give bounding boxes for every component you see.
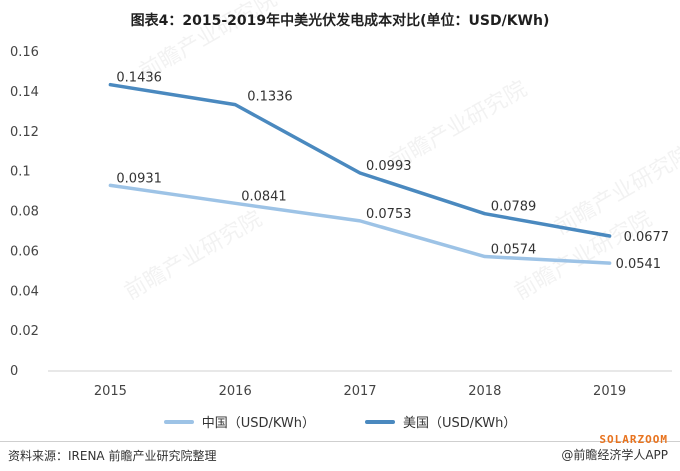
y-axis: 0 0.02 0.04 0.06 0.08 0.1 0.12 0.14 0.16 xyxy=(10,45,39,379)
source-note: 资料来源：IRENA 前瞻产业研究院整理 xyxy=(8,449,217,463)
x-axis: 2015 2016 2017 2018 2019 xyxy=(94,384,626,399)
y-tick-label: 0.06 xyxy=(10,244,39,259)
legend: 中国（USD/KWh） 美国（USD/KWh） xyxy=(0,412,680,431)
data-label-china: 0.0931 xyxy=(116,171,161,186)
y-tick-label: 0.1 xyxy=(10,165,31,180)
y-tick-label: 0.12 xyxy=(10,125,39,140)
data-label-china: 0.0841 xyxy=(241,189,287,204)
y-tick-label: 0.04 xyxy=(10,284,39,299)
x-tick-label: 2016 xyxy=(219,384,252,399)
legend-label-china: 中国（USD/KWh） xyxy=(201,416,315,431)
data-labels: 0.0931 0.0841 0.0753 0.0574 0.0541 0.1436 0.13… xyxy=(116,71,669,272)
footer-divider xyxy=(0,441,680,442)
y-tick-label: 0.14 xyxy=(10,85,39,100)
series-line-china xyxy=(108,183,612,265)
data-label-china: 0.0541 xyxy=(616,257,662,272)
x-tick-label: 2018 xyxy=(468,384,501,399)
x-tick-label: 2015 xyxy=(94,384,127,399)
watermark-text: 前瞻产业研究院 xyxy=(121,207,267,306)
legend-swatch-usa xyxy=(365,419,395,424)
y-tick-label: 0.02 xyxy=(10,324,39,339)
series-line-usa xyxy=(108,82,612,238)
x-tick-label: 2017 xyxy=(343,384,376,399)
y-tick-label: 0 xyxy=(10,364,18,379)
data-label-usa: 0.0993 xyxy=(366,159,412,174)
data-label-usa: 0.0677 xyxy=(624,230,670,245)
legend-swatch-china xyxy=(163,419,194,424)
brand-logo-text: SOLARZOOM xyxy=(599,433,668,446)
legend-label-usa: 美国（USD/KWh） xyxy=(403,416,517,431)
series-lines xyxy=(108,82,612,265)
legend-item-china[interactable]: 中国（USD/KWh） xyxy=(163,412,315,431)
data-label-usa: 0.1336 xyxy=(247,90,293,105)
data-label-usa: 0.0789 xyxy=(491,200,537,215)
y-tick-label: 0.08 xyxy=(10,205,39,220)
y-tick-label: 0.16 xyxy=(10,45,39,60)
chart-title: 图表4：2015-2019年中美光伏发电成本对比(单位：USD/KWh) xyxy=(130,13,550,29)
data-label-china: 0.0753 xyxy=(366,207,412,222)
legend-item-usa[interactable]: 美国（USD/KWh） xyxy=(365,412,516,431)
data-label-usa: 0.1436 xyxy=(116,71,161,86)
data-label-china: 0.0574 xyxy=(491,243,537,258)
brand-app-text: @前瞻经济学人APP xyxy=(561,448,668,462)
x-tick-label: 2019 xyxy=(593,384,626,399)
brand-block: SOLARZOOM @前瞻经济学人APP xyxy=(561,433,668,463)
